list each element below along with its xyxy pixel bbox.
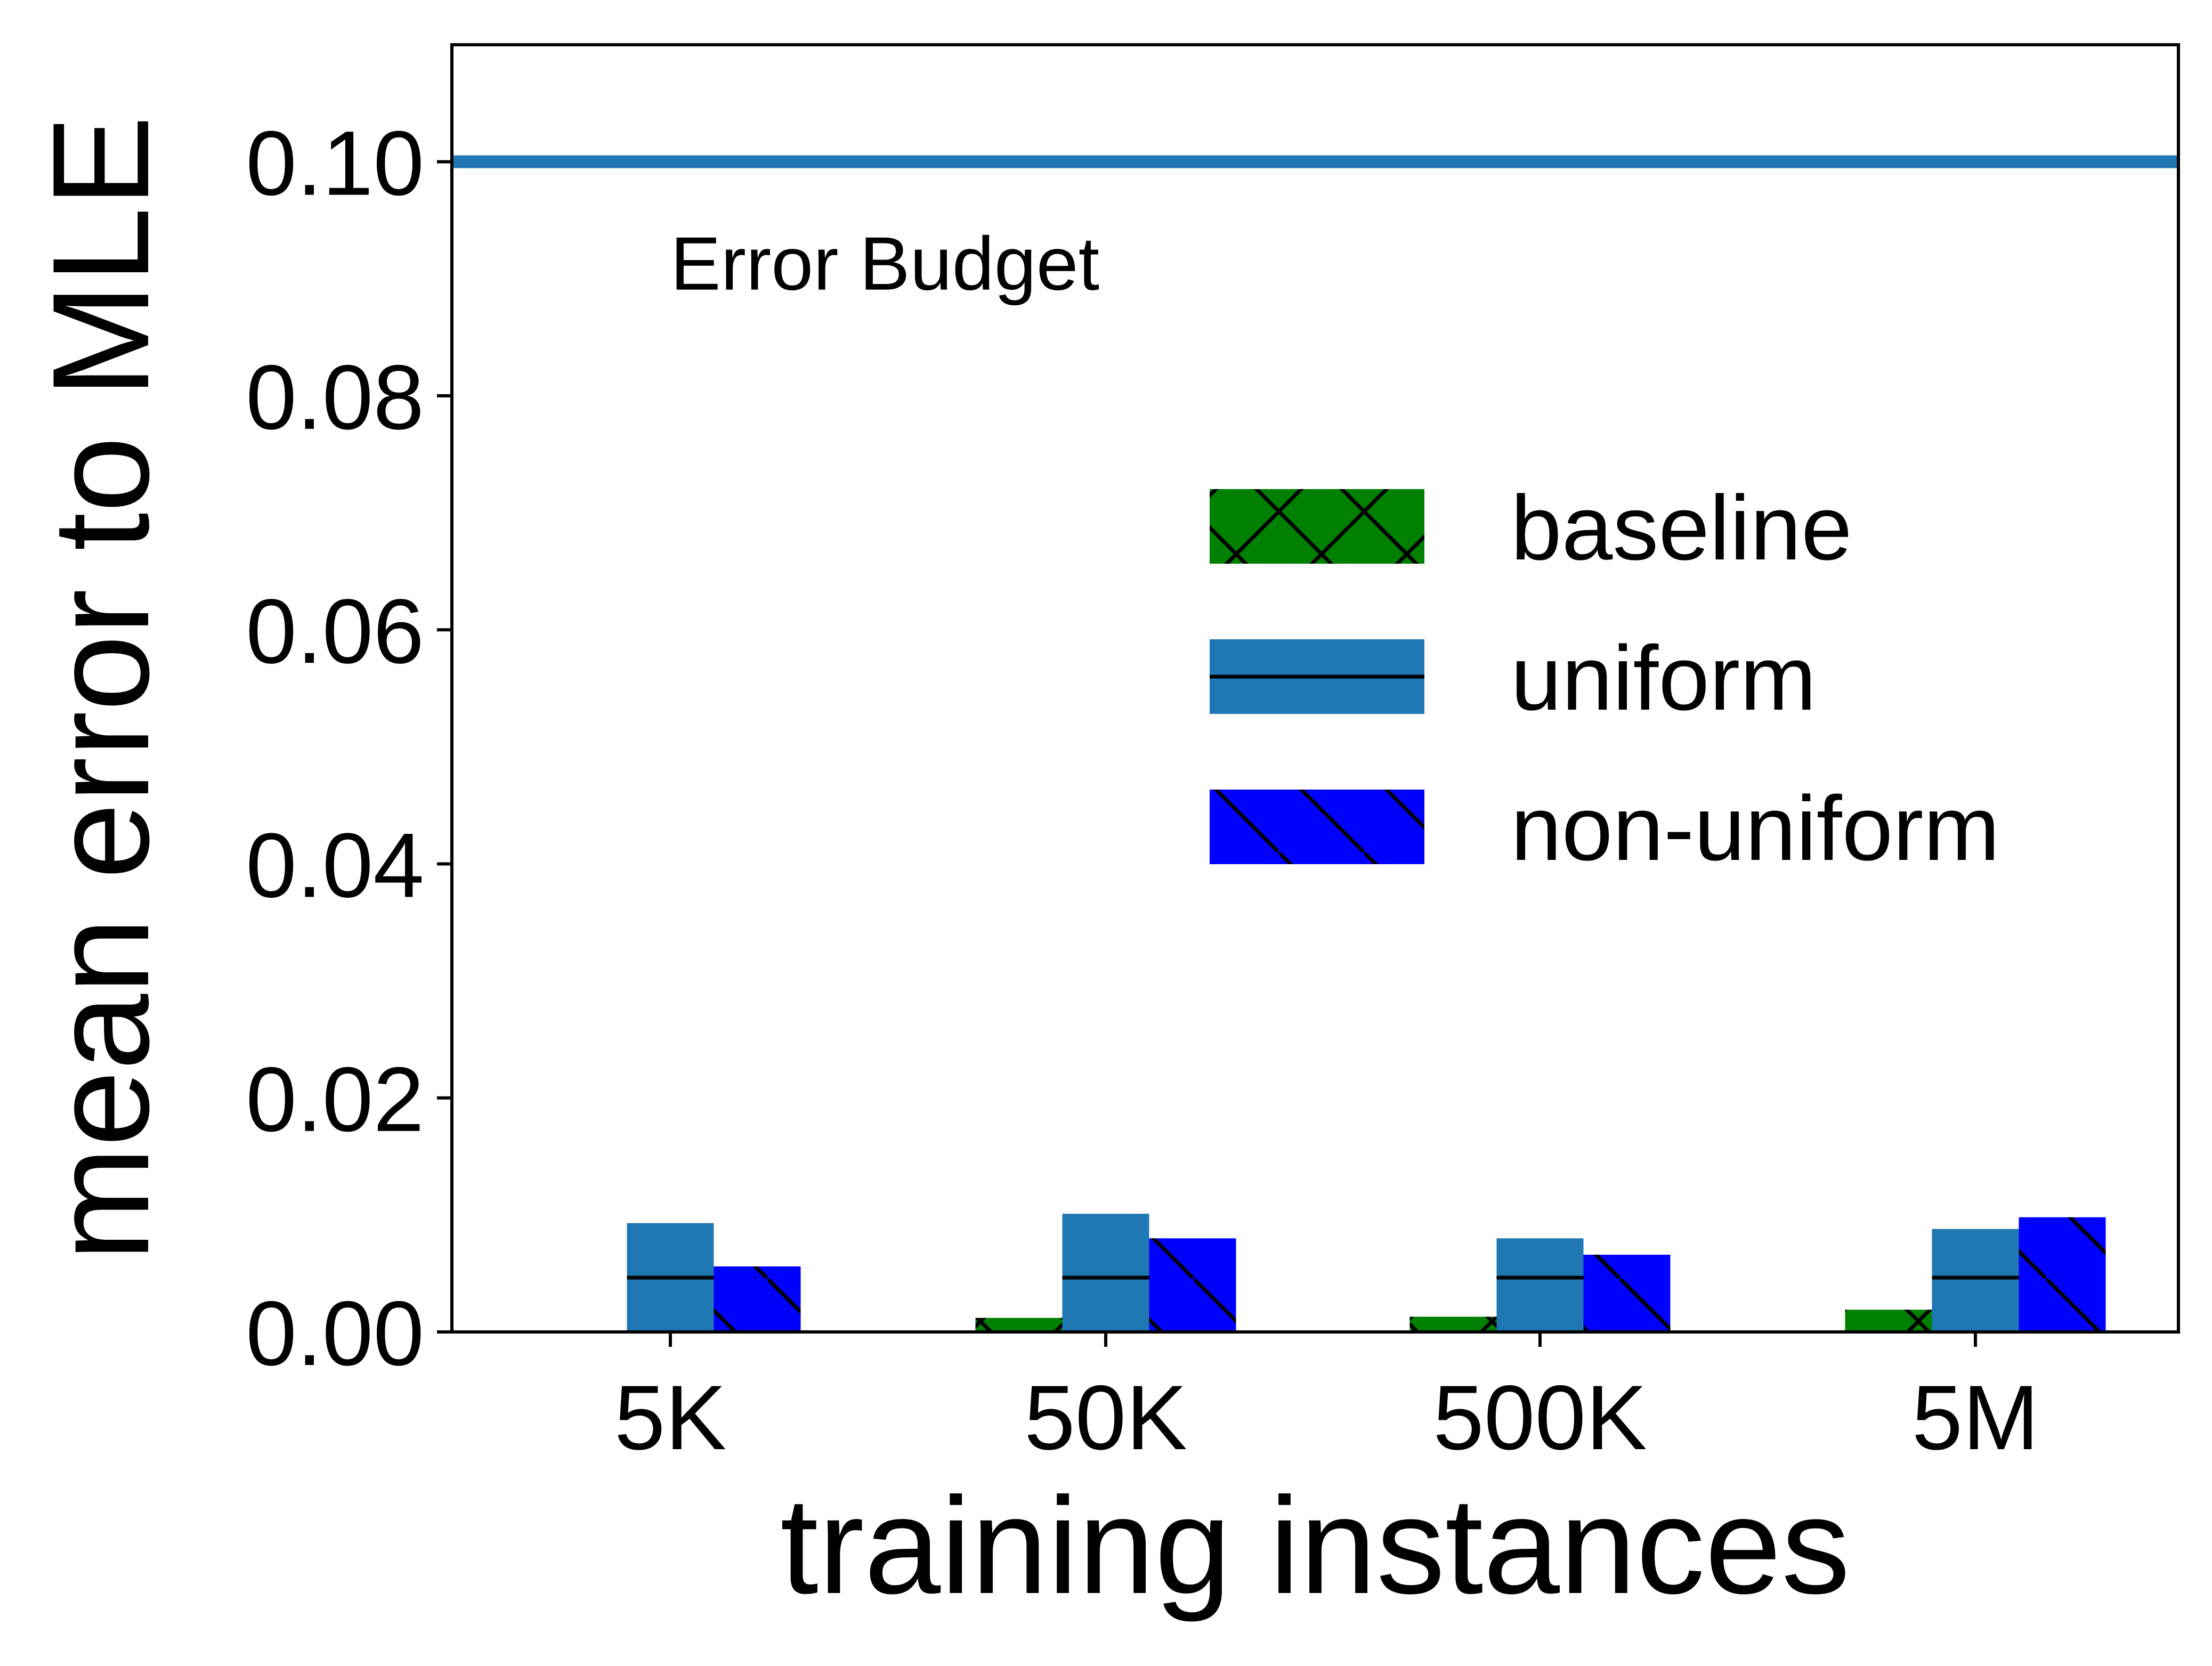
bar-hatch-non-uniform-5K	[714, 1266, 801, 1332]
y-tick-label: 0.06	[246, 580, 424, 682]
bar-hatch-uniform-5M	[1932, 1229, 2019, 1332]
plot-frame	[450, 43, 2180, 1334]
legend-label-uniform: uniform	[1511, 627, 1817, 729]
bar-hatch-non-uniform-50K	[1149, 1238, 1236, 1332]
bar-hatch-uniform-50K	[1062, 1214, 1149, 1332]
bar-hatch-baseline-50K	[975, 1318, 1063, 1332]
legend-label-non-uniform: non-uniform	[1511, 777, 2000, 880]
legend-label-baseline: baseline	[1511, 477, 1852, 579]
bar-hatch-baseline-5M	[1845, 1310, 1932, 1332]
error-budget-label: Error Budget	[670, 222, 1099, 306]
bar-hatch-baseline-500K	[1409, 1316, 1497, 1332]
y-tick-label: 0.10	[246, 112, 424, 215]
bar-hatch-non-uniform-500K	[1583, 1255, 1671, 1332]
x-tick-label: 500K	[1433, 1367, 1647, 1469]
y-tick-label: 0.08	[246, 346, 424, 449]
y-tick-label: 0.00	[246, 1282, 424, 1385]
x-tick-label: 5M	[1912, 1367, 2039, 1469]
legend-hatch-non-uniform	[1210, 790, 1424, 864]
bar-hatch-uniform-500K	[1496, 1238, 1584, 1332]
y-tick-label: 0.04	[246, 814, 424, 916]
x-tick-label: 5K	[614, 1367, 726, 1469]
legend-hatch-baseline	[1210, 489, 1424, 564]
x-tick-label: 50K	[1024, 1367, 1187, 1469]
bar-hatch-non-uniform-5M	[2019, 1217, 2106, 1332]
y-axis-title: mean error to MLE	[23, 116, 177, 1262]
bar-hatch-uniform-5K	[627, 1223, 714, 1332]
x-axis-title: training instances	[780, 1468, 1850, 1623]
y-tick-label: 0.02	[246, 1049, 424, 1151]
